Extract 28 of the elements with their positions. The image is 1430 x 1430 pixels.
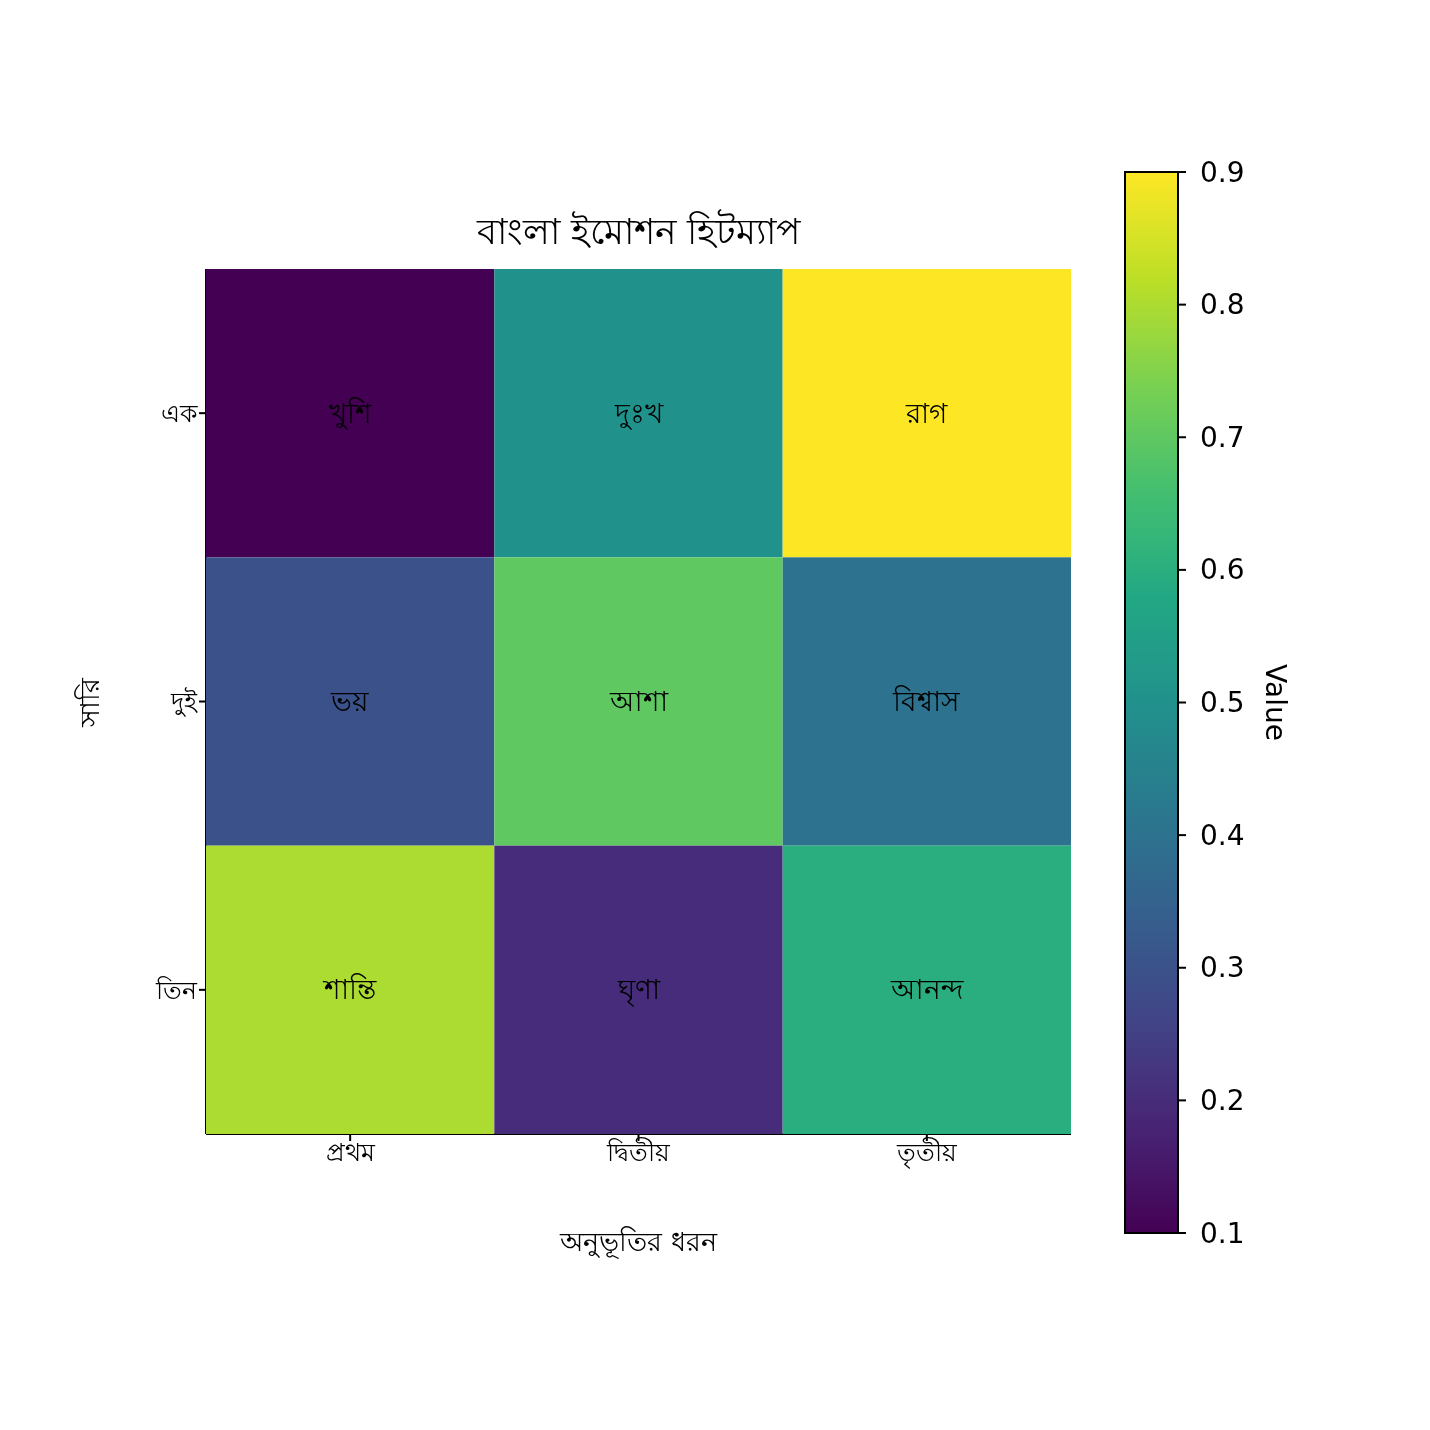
x-axis-title: অনুভূতির ধরন (558, 1225, 719, 1261)
x-tick-label: তৃতীয় (895, 1136, 958, 1169)
data-label: রাগ (905, 396, 949, 430)
color-bar-label: 0.5 (1200, 686, 1245, 719)
color-bar-label: 0.9 (1200, 155, 1245, 189)
color-bar-label: 0.3 (1200, 951, 1245, 985)
y-tick-label: তিন (155, 975, 198, 1005)
data-label: শান্তি (322, 973, 378, 1007)
data-label: আশা (608, 685, 669, 718)
color-bar-label: 0.8 (1200, 288, 1245, 322)
x-tick-label: দ্বিতীয় (606, 1136, 671, 1167)
x-tick-label: প্রথম (325, 1137, 376, 1167)
color-bar-label: 0.7 (1200, 420, 1245, 454)
data-label: দুঃখ (613, 396, 664, 430)
color-bar-title: Value (1258, 664, 1292, 741)
color-bar-label: 0.6 (1200, 553, 1245, 587)
data-label: ঘৃণা (616, 973, 661, 1008)
data-label: খুশি (328, 396, 372, 430)
color-bar-label: 0.4 (1200, 818, 1245, 852)
y-tick-label: এক (161, 399, 198, 429)
data-label: ভয় (330, 685, 370, 718)
y-axis-title: সারি (73, 676, 106, 729)
y-tick-label: দুই (170, 687, 198, 718)
color-bar-label: 0.1 (1200, 1216, 1245, 1250)
color-bar-label: 0.2 (1200, 1083, 1245, 1117)
data-label: আনন্দ (889, 973, 964, 1007)
chart-title: বাংলা ইমোশন হিটম্যাপ (475, 208, 802, 254)
data-label: বিশ্বাস (892, 685, 961, 718)
